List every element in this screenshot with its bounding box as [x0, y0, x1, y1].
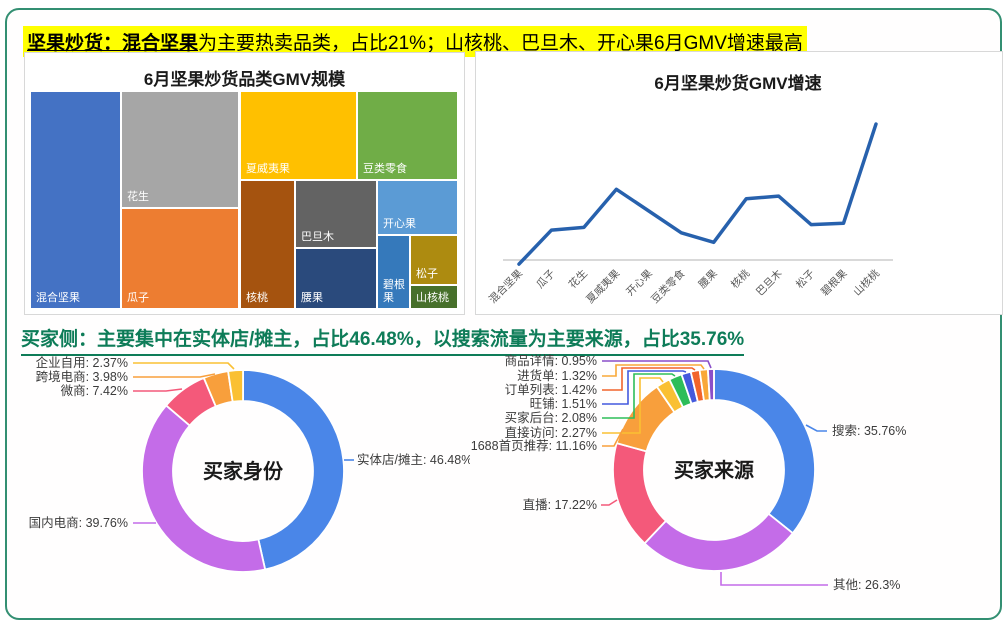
treemap-tile-label: 夏威夷果 — [246, 163, 290, 175]
headline-bold-segment: 坚果炒货：混合坚果 — [27, 33, 199, 54]
x-axis-category-label: 碧根果 — [818, 267, 850, 299]
treemap-tile-label: 巴旦木 — [301, 231, 334, 243]
treemap-tile: 瓜子 — [122, 209, 238, 308]
slice-callout-label: 跨境电商: 3.98% — [36, 369, 128, 384]
callout-connector-line — [133, 362, 235, 370]
x-axis-category-label: 腰果 — [696, 267, 720, 291]
line-chart-box: 6月坚果炒货GMV增速混合坚果 瓜子 花生 夏威夷果 开心果 豆类零食 腰果 核桃 巴旦木 松子碧… — [475, 51, 1003, 315]
x-axis-category-label: 巴旦木 — [754, 267, 785, 298]
treemap-tile-label: 开心果 — [383, 218, 416, 230]
headline-nuts-gmv: 坚果炒货：混合坚果为主要热卖品类，占比21%；山核桃、巴旦木、开心果6月GMV增… — [23, 26, 807, 57]
treemap-tile-label: 花生 — [127, 191, 149, 203]
treemap-tile-label: 混合坚果 — [36, 292, 80, 304]
treemap-tile: 豆类零食 — [358, 92, 457, 179]
x-axis-category-label: 豆类零食 — [648, 267, 687, 306]
callout-connector-line — [133, 373, 216, 378]
treemap-tile: 松子 — [411, 236, 457, 284]
x-axis-category-label: 花生 — [566, 267, 590, 291]
line-chart-title: 6月坚果炒货GMV增速 — [654, 73, 821, 93]
x-axis-category-label: 混合坚果 — [486, 267, 525, 306]
callout-connector-line — [805, 424, 827, 432]
treemap-tile-label: 松子 — [416, 268, 438, 280]
callout-connector-line — [133, 388, 183, 392]
slice-callout-label: 实体店/摊主: 46.48% — [357, 452, 470, 467]
slice-callout-label: 搜索: 35.76% — [832, 423, 906, 438]
callout-connector-line — [602, 367, 696, 391]
treemap-tile-label: 碧根果 — [383, 279, 405, 304]
treemap-tile: 开心果 — [378, 181, 457, 234]
callout-connector-line — [601, 499, 618, 506]
treemap-tile: 巴旦木 — [296, 181, 376, 247]
x-axis-category-label: 瓜子 — [534, 268, 557, 291]
callout-connector-line — [602, 377, 664, 434]
gmv-growth-line — [517, 122, 878, 266]
callout-connector-line — [602, 360, 712, 369]
treemap-tile: 碧根果 — [378, 236, 409, 308]
treemap-tile: 腰果 — [296, 249, 376, 308]
donut-slice — [227, 369, 244, 403]
donut-chart-buyer-source: 商品详情: 0.95%进货单: 1.32%订单列表: 1.42%旺铺: 1.51… — [471, 353, 907, 592]
headline-rest-segment: 为主要热卖品类，占比21%；山核桃、巴旦木、开心果6月GMV增速最高 — [198, 33, 803, 54]
donut-slice — [713, 368, 816, 535]
treemap-chart-box: 6月坚果炒货品类GMV规模 混合坚果 花生瓜子 夏威夷果 豆类零食核桃 巴旦木腰果 开心果… — [24, 52, 465, 315]
callout-connector-line — [720, 572, 828, 586]
treemap-tile-label: 核桃 — [246, 292, 268, 304]
treemap-tile-label: 豆类零食 — [363, 163, 407, 175]
donut-slice — [242, 369, 345, 571]
donut-chart-buyer-identity: 企业自用: 2.37%跨境电商: 3.98%微商: 7.42% 国内电商: 39.… — [29, 355, 470, 573]
treemap-tile: 夏威夷果 — [241, 92, 356, 179]
treemap-tile-label: 山核桃 — [416, 292, 449, 304]
slice-callout-label: 微商: 7.42% — [61, 383, 128, 398]
x-axis-category-label: 开心果 — [624, 267, 655, 298]
treemap-tile-label: 腰果 — [301, 292, 323, 304]
slice-callout-label: 其他: 26.3% — [833, 578, 900, 592]
slice-callout-label: 旺铺: 1.51% — [530, 397, 597, 411]
donut-slice — [141, 404, 267, 573]
slice-callout-label: 进货单: 1.32% — [517, 368, 597, 383]
slice-callout-label: 国内电商: 39.76% — [29, 515, 128, 530]
donut-slice — [643, 512, 794, 572]
callout-connector-line — [602, 370, 687, 405]
treemap-tile: 核桃 — [241, 181, 294, 308]
treemap-tile: 花生 — [122, 92, 238, 207]
treemap-plot: 混合坚果 花生瓜子 夏威夷果 豆类零食核桃 巴旦木腰果 开心果碧根果 松子山核桃 — [31, 92, 457, 308]
treemap-tile: 混合坚果 — [31, 92, 120, 308]
slice-callout-label: 企业自用: 2.37% — [36, 355, 128, 370]
donut-center-title: 买家身份 — [203, 459, 284, 483]
treemap-title: 6月坚果炒货品类GMV规模 — [143, 70, 346, 89]
x-axis-category-label: 山核桃 — [851, 267, 883, 299]
callout-connector-line — [602, 428, 624, 447]
slice-callout-label: 直接访问: 2.27% — [505, 425, 597, 440]
line-chart: 6月坚果炒货GMV增速混合坚果 瓜子 花生夏威夷果 开心果豆类零食 腰果 核桃 巴旦木 松子碧… — [486, 73, 893, 306]
treemap-tile-label: 瓜子 — [127, 292, 149, 304]
callout-connector-line — [602, 364, 705, 377]
donut-slice — [612, 442, 667, 545]
slice-callout-label: 直播: 17.22% — [523, 498, 597, 512]
donut-slice — [707, 368, 715, 402]
x-axis-category-label: 核桃 — [728, 267, 752, 291]
headline-buyer-side: 买家侧：主要集中在实体店/摊主，占比46.48%，以搜索流量为主要来源，占比35… — [21, 324, 745, 356]
callout-connector-line — [602, 373, 676, 419]
treemap-tile: 山核桃 — [411, 286, 457, 308]
x-axis-category-label: 松子 — [793, 267, 817, 291]
slice-callout-label: 买家后台: 2.08% — [505, 410, 597, 425]
slice-callout-label: 1688首页推荐: 11.16% — [471, 439, 597, 453]
x-axis-category-label: 夏威夷果 — [584, 267, 623, 306]
donut-center-title: 买家来源 — [674, 458, 754, 482]
slice-callout-label: 订单列表: 1.42% — [505, 383, 597, 397]
slice-callout-label: 商品详情: 0.95% — [505, 353, 597, 368]
